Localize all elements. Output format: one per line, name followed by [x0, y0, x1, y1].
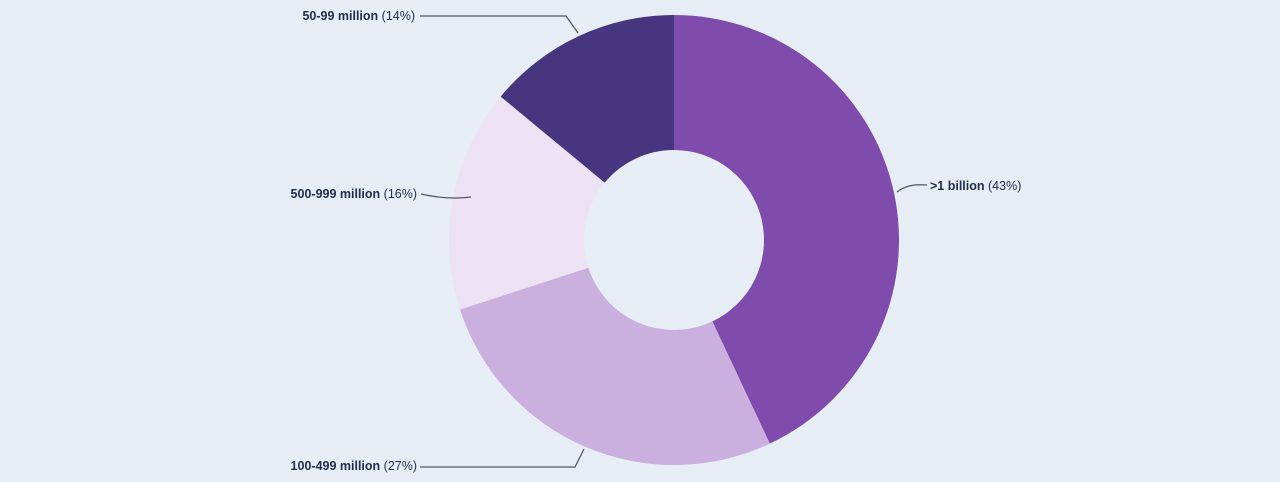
slice-label-text: 500-999 million	[290, 187, 381, 201]
slice-label-percent: (14%)	[381, 9, 415, 23]
pie-slice-50-99-million[interactable]	[500, 15, 674, 183]
leader-lines	[420, 15, 928, 468]
pie-slice-100-499-million[interactable]	[460, 267, 770, 466]
leader-line-gt-1-billion	[896, 184, 928, 193]
slice-label-text: 50-99 million	[302, 9, 379, 23]
leader-line-500-999-million	[420, 193, 472, 199]
slice-label-text: 100-499 million	[290, 459, 381, 473]
slice-label-50-99-million: 50-99 million (14%)	[302, 8, 415, 24]
donut-slices	[448, 15, 900, 466]
slice-label-percent: (43%)	[988, 179, 1022, 193]
slice-label-percent: (27%)	[383, 459, 417, 473]
pie-slice-500-999-million[interactable]	[448, 96, 605, 310]
pie-slice-1-billion[interactable]	[674, 15, 900, 444]
leader-line-50-99-million	[420, 15, 579, 34]
slice-label-percent: (16%)	[383, 187, 417, 201]
slice-label-500-999-million: 500-999 million (16%)	[291, 186, 417, 202]
slice-label-gt-1-billion: >1 billion (43%)	[930, 178, 1021, 194]
slice-label-100-499-million: 100-499 million (27%)	[291, 458, 417, 474]
leader-line-100-499-million	[420, 448, 585, 468]
slice-label-text: >1 billion	[930, 179, 985, 193]
